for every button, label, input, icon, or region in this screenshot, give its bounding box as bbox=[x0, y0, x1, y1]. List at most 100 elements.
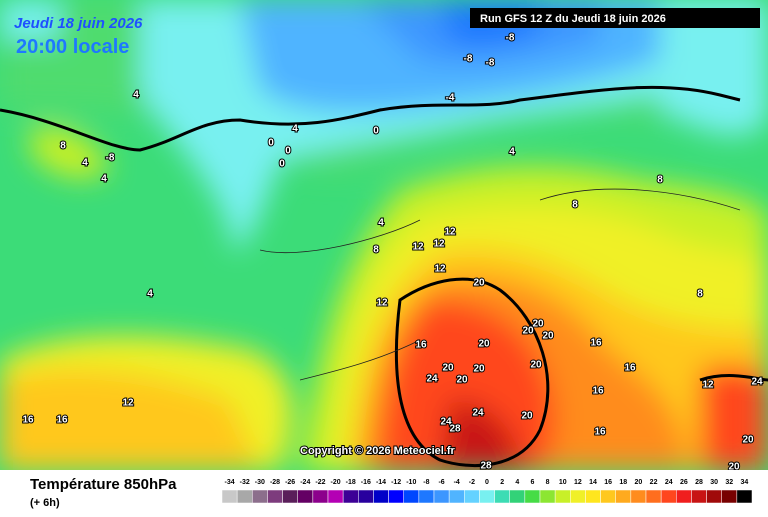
legend-swatch bbox=[403, 489, 420, 504]
contour-label: 8 bbox=[60, 141, 66, 152]
contour-label: 24 bbox=[751, 377, 763, 388]
contour-label: -8 bbox=[464, 54, 473, 65]
legend-label: -4 bbox=[454, 479, 460, 486]
legend-swatch bbox=[433, 489, 450, 504]
contour-label: 16 bbox=[590, 338, 602, 349]
contour-label: -8 bbox=[106, 153, 115, 164]
legend-label: 0 bbox=[485, 479, 489, 486]
legend-swatch bbox=[358, 489, 374, 504]
legend-swatch bbox=[342, 489, 359, 504]
legend-label: -32 bbox=[240, 479, 250, 486]
contour-label: 16 bbox=[22, 415, 34, 426]
legend-label: 30 bbox=[710, 479, 718, 486]
contour-label: 4 bbox=[101, 174, 107, 185]
legend-label: 2 bbox=[500, 479, 504, 486]
contour-label: 12 bbox=[702, 380, 714, 391]
legend-label: -20 bbox=[331, 479, 341, 486]
contour-label: 20 bbox=[530, 360, 542, 371]
legend-swatch bbox=[676, 489, 692, 504]
contour-label: 12 bbox=[376, 298, 388, 309]
legend-label: -28 bbox=[270, 479, 280, 486]
contour-label: 16 bbox=[624, 363, 636, 374]
legend-swatch bbox=[418, 489, 435, 504]
contour-label: 0 bbox=[285, 146, 291, 157]
legend-swatch bbox=[327, 489, 344, 504]
legend-label: -14 bbox=[376, 479, 386, 486]
contour-label: -8 bbox=[506, 33, 515, 44]
contour-label: 12 bbox=[122, 398, 134, 409]
legend-label: -24 bbox=[300, 479, 310, 486]
contour-label: 12 bbox=[412, 242, 424, 253]
legend-swatch bbox=[252, 489, 268, 504]
legend-label: -6 bbox=[438, 479, 444, 486]
footer-step: (+ 6h) bbox=[30, 497, 60, 509]
legend-swatch bbox=[524, 489, 541, 504]
contour-label: 12 bbox=[433, 239, 445, 250]
legend-label: -12 bbox=[391, 479, 401, 486]
legend-swatch bbox=[615, 489, 632, 504]
contour-label: 12 bbox=[434, 264, 446, 275]
copyright: Copyright © 2026 Meteociel.fr bbox=[300, 445, 456, 457]
contour-label: 8 bbox=[373, 245, 379, 256]
contour-label: 20 bbox=[521, 411, 533, 422]
legend-label: 22 bbox=[650, 479, 658, 486]
contour-label: 12 bbox=[444, 227, 456, 238]
contour-label: 4 bbox=[292, 124, 298, 135]
contour-label: 8 bbox=[572, 200, 578, 211]
legend-swatch bbox=[691, 489, 707, 504]
legend-label: 10 bbox=[559, 479, 567, 486]
legend-label: 12 bbox=[574, 479, 582, 486]
legend-swatch bbox=[600, 489, 616, 504]
legend-label: 28 bbox=[695, 479, 703, 486]
contour-label: 20 bbox=[742, 435, 754, 446]
contour-label: 16 bbox=[592, 386, 604, 397]
legend-label: 34 bbox=[741, 479, 749, 486]
contour-label: 4 bbox=[509, 147, 515, 158]
contour-label: 0 bbox=[268, 138, 274, 149]
color-legend: -34 -32 -30 -28 -26 -24 -22 -20 -18 -16 -14 -12 -10-… bbox=[221, 479, 753, 504]
contour-label: 24 bbox=[440, 417, 452, 428]
contour-label: -8 bbox=[486, 58, 495, 69]
contour-label: 20 bbox=[456, 375, 468, 386]
legend-swatch bbox=[706, 489, 722, 504]
legend-label: 6 bbox=[530, 479, 534, 486]
contour-label: 4 bbox=[82, 158, 88, 169]
legend-swatch bbox=[282, 489, 298, 504]
date: Jeudi 18 juin 2026 bbox=[14, 15, 143, 32]
legend-label: 8 bbox=[546, 479, 550, 486]
legend-label: 14 bbox=[589, 479, 597, 486]
contour-label: 4 bbox=[147, 289, 153, 300]
legend-swatch bbox=[267, 489, 283, 504]
legend-swatch bbox=[539, 489, 556, 504]
contour-label: 20 bbox=[442, 363, 454, 374]
contour-label: 24 bbox=[472, 408, 484, 419]
contour-label: 28 bbox=[449, 424, 461, 435]
contour-label: 20 bbox=[542, 331, 554, 342]
legend-swatch bbox=[494, 489, 510, 504]
legend-label: -8 bbox=[423, 479, 429, 486]
legend-label: -10 bbox=[406, 479, 416, 486]
legend-swatch bbox=[373, 489, 389, 504]
contour-label: 20 bbox=[532, 319, 544, 330]
contour-label: 20 bbox=[478, 339, 490, 350]
legend-swatch bbox=[721, 489, 738, 504]
contour-label: 16 bbox=[56, 415, 68, 426]
legend-swatch bbox=[660, 489, 677, 504]
contour-label: 20 bbox=[522, 326, 534, 337]
legend-swatch bbox=[221, 489, 238, 504]
legend-swatch bbox=[312, 489, 329, 504]
legend-swatch bbox=[736, 489, 753, 504]
legend-swatch bbox=[388, 489, 404, 504]
legend-label: -34 bbox=[225, 479, 235, 486]
legend-swatch bbox=[448, 489, 465, 504]
contour-label: 28 bbox=[480, 461, 492, 472]
legend-swatch bbox=[630, 489, 647, 504]
contour-label: 20 bbox=[473, 278, 485, 289]
time: 20:00 locale bbox=[16, 36, 129, 58]
contour-label: 8 bbox=[697, 289, 703, 300]
legend-label: -2 bbox=[469, 479, 475, 486]
legend-swatch bbox=[570, 489, 586, 504]
legend-label: 32 bbox=[725, 479, 733, 486]
legend-swatch bbox=[585, 489, 601, 504]
